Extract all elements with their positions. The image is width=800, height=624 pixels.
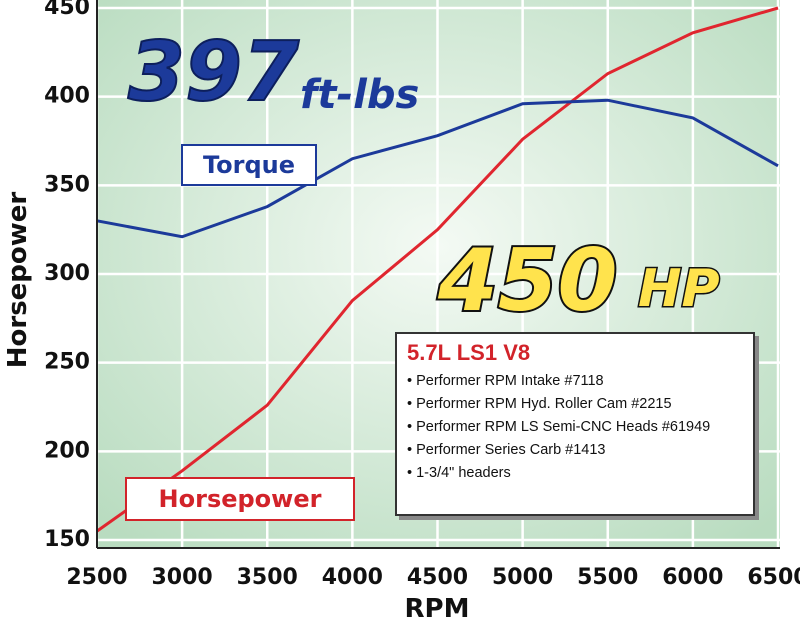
y-tick-label: 200 bbox=[44, 438, 90, 463]
hp-label-box bbox=[125, 477, 355, 521]
x-axis-title: RPM bbox=[405, 594, 470, 624]
spec-item: Performer RPM LS Semi-CNC Heads #61949 bbox=[407, 416, 743, 439]
hp-headline: 450 bbox=[437, 231, 618, 331]
x-tick-label: 6000 bbox=[662, 565, 723, 590]
y-tick-label: 450 bbox=[44, 0, 90, 20]
y-tick-label: 400 bbox=[44, 84, 90, 109]
x-tick-label: 6500 bbox=[747, 565, 800, 590]
spec-item: Performer RPM Intake #7118 bbox=[407, 370, 743, 393]
x-tick-label: 4000 bbox=[322, 565, 383, 590]
legend-label: Horsepower bbox=[159, 485, 322, 513]
x-tick-label: 3000 bbox=[152, 565, 213, 590]
y-axis-title: Horsepower bbox=[3, 192, 33, 369]
x-tick-label: 4500 bbox=[407, 565, 468, 590]
spec-item: Performer RPM Hyd. Roller Cam #2215 bbox=[407, 393, 743, 416]
torque-headline: 397 bbox=[128, 25, 299, 120]
spec-title: 5.7L LS1 V8 bbox=[407, 340, 531, 365]
x-tick-label: 3500 bbox=[237, 565, 298, 590]
spec-item: Performer Series Carb #1413 bbox=[407, 439, 743, 462]
x-tick-label: 5000 bbox=[492, 565, 553, 590]
y-tick-label: 350 bbox=[44, 172, 90, 197]
y-tick-label: 150 bbox=[44, 527, 90, 552]
x-tick-label: 5500 bbox=[577, 565, 638, 590]
y-tick-label: 250 bbox=[44, 350, 90, 375]
spec-box: 5.7L LS1 V8 Performer RPM Intake #7118Pe… bbox=[395, 332, 755, 516]
x-tick-label: 2500 bbox=[66, 565, 127, 590]
series-line bbox=[96, 6, 779, 533]
hp-unit: HP bbox=[638, 259, 720, 319]
series-line bbox=[96, 98, 779, 239]
y-tick-label: 300 bbox=[44, 261, 90, 286]
torque-label-box bbox=[181, 144, 317, 186]
legend-label: Torque bbox=[203, 151, 295, 179]
spec-item: 1-3/4" headers bbox=[407, 462, 743, 485]
torque-unit: ft-lbs bbox=[300, 72, 419, 118]
